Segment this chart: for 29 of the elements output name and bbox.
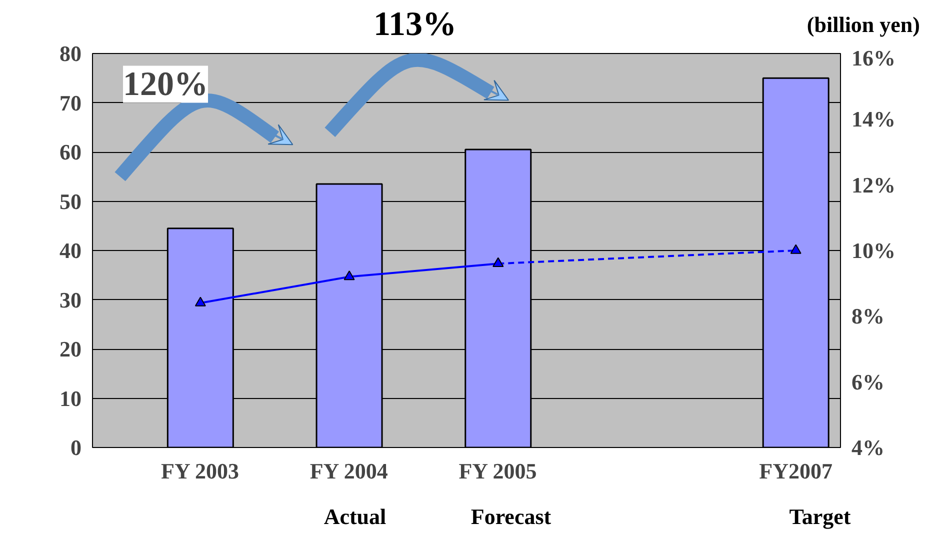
y2-tick-label: 12%	[852, 172, 896, 198]
annotation: 120%	[123, 66, 208, 103]
y2-tick-label: 4%	[852, 435, 884, 460]
text: Actual	[324, 503, 386, 531]
x-tick-label: FY 2004	[310, 458, 388, 484]
point	[194, 296, 206, 306]
y2-tick-label: 14%	[852, 106, 896, 132]
y2-tick-label: 8%	[852, 304, 884, 329]
text: 113%	[373, 5, 457, 45]
point	[344, 270, 355, 280]
y-tick-label: 70	[60, 90, 82, 116]
x-tick-label: FY2007	[759, 458, 833, 484]
y-tick-label: 50	[60, 188, 82, 214]
y-tick-label: 20	[60, 336, 82, 362]
y2-tick-label: 6%	[852, 369, 884, 394]
y-tick-label: 30	[60, 287, 82, 312]
text: (billion yen)	[806, 11, 920, 39]
y-tick-label: 0	[70, 435, 82, 460]
text: Target	[789, 503, 851, 531]
y-tick-label: 80	[60, 41, 82, 66]
y-tick-label: 10	[60, 386, 82, 411]
text: Forecast	[470, 503, 552, 531]
y2-tick-label: 16%	[852, 46, 896, 70]
x-tick-label: FY 2005	[458, 458, 537, 484]
y-tick-label: 40	[60, 238, 82, 263]
y-tick-label: 60	[60, 140, 82, 164]
y2-tick-label: 10%	[852, 238, 896, 263]
x-tick-label: FY 2003	[161, 458, 240, 484]
point	[492, 257, 504, 268]
